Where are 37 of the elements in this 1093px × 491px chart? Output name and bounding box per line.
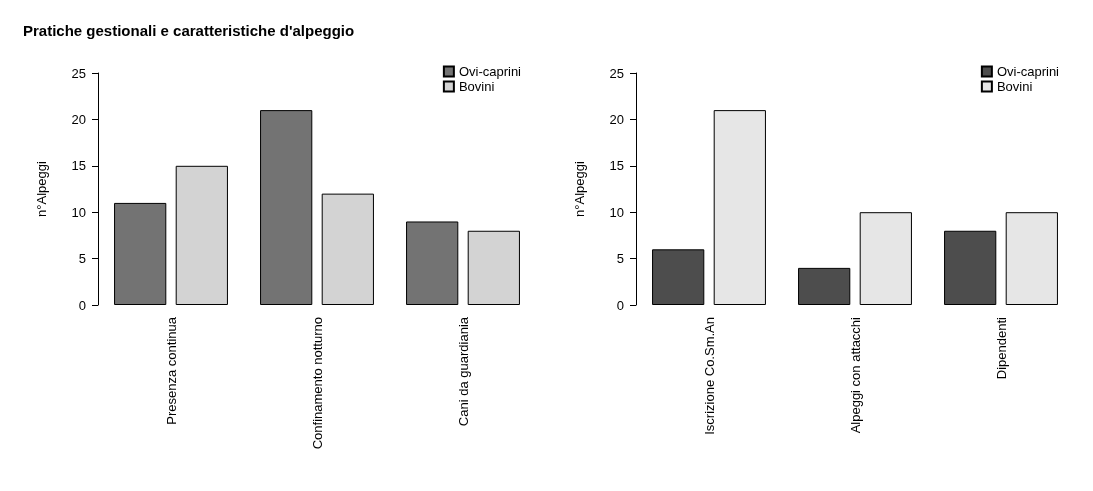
y-axis-title: n°Alpeggi [572, 160, 587, 217]
y-tick-label: 20 [609, 111, 624, 127]
bar [175, 165, 228, 305]
x-tick-label: Confinamento notturno [309, 317, 325, 450]
x-tick-label: Presenza continua [163, 316, 179, 425]
legend-label: Ovi-caprini [458, 64, 522, 79]
y-tick-label: 25 [71, 65, 86, 81]
bar [798, 267, 851, 305]
y-tick-label: 0 [78, 297, 86, 313]
x-tick-label: Cani da guardiania [455, 316, 471, 427]
chart-title: Pratiche gestionali e caratteristiche d'alpeggio [23, 22, 355, 39]
bar [944, 230, 997, 305]
x-tick-label: Dipendenti [993, 316, 1009, 380]
y-tick-label: 25 [609, 65, 624, 81]
legend-label: Bovini [996, 79, 1033, 94]
x-tick-label: Iscrizione Co.Sm.An [701, 317, 717, 435]
y-tick-label: 0 [616, 297, 624, 313]
bar [467, 230, 520, 305]
y-tick-label: 20 [71, 111, 86, 127]
bar [114, 202, 167, 305]
bar [260, 110, 313, 305]
bar [652, 249, 705, 305]
bar [1005, 212, 1058, 305]
legend-label: Ovi-caprini [996, 64, 1060, 79]
y-tick-label: 15 [71, 158, 86, 174]
bar [859, 212, 912, 305]
bar [321, 193, 374, 305]
y-tick-label: 10 [609, 204, 624, 220]
y-tick-label: 5 [616, 251, 624, 267]
legend-label: Bovini [458, 79, 495, 94]
y-axis-title: n°Alpeggi [34, 160, 49, 217]
y-tick-label: 15 [609, 158, 624, 174]
x-tick-label: Alpeggi con attacchi [847, 316, 863, 434]
y-tick-label: 10 [71, 204, 86, 220]
bar [713, 110, 766, 305]
y-tick-label: 5 [78, 251, 86, 267]
bar [406, 221, 459, 305]
